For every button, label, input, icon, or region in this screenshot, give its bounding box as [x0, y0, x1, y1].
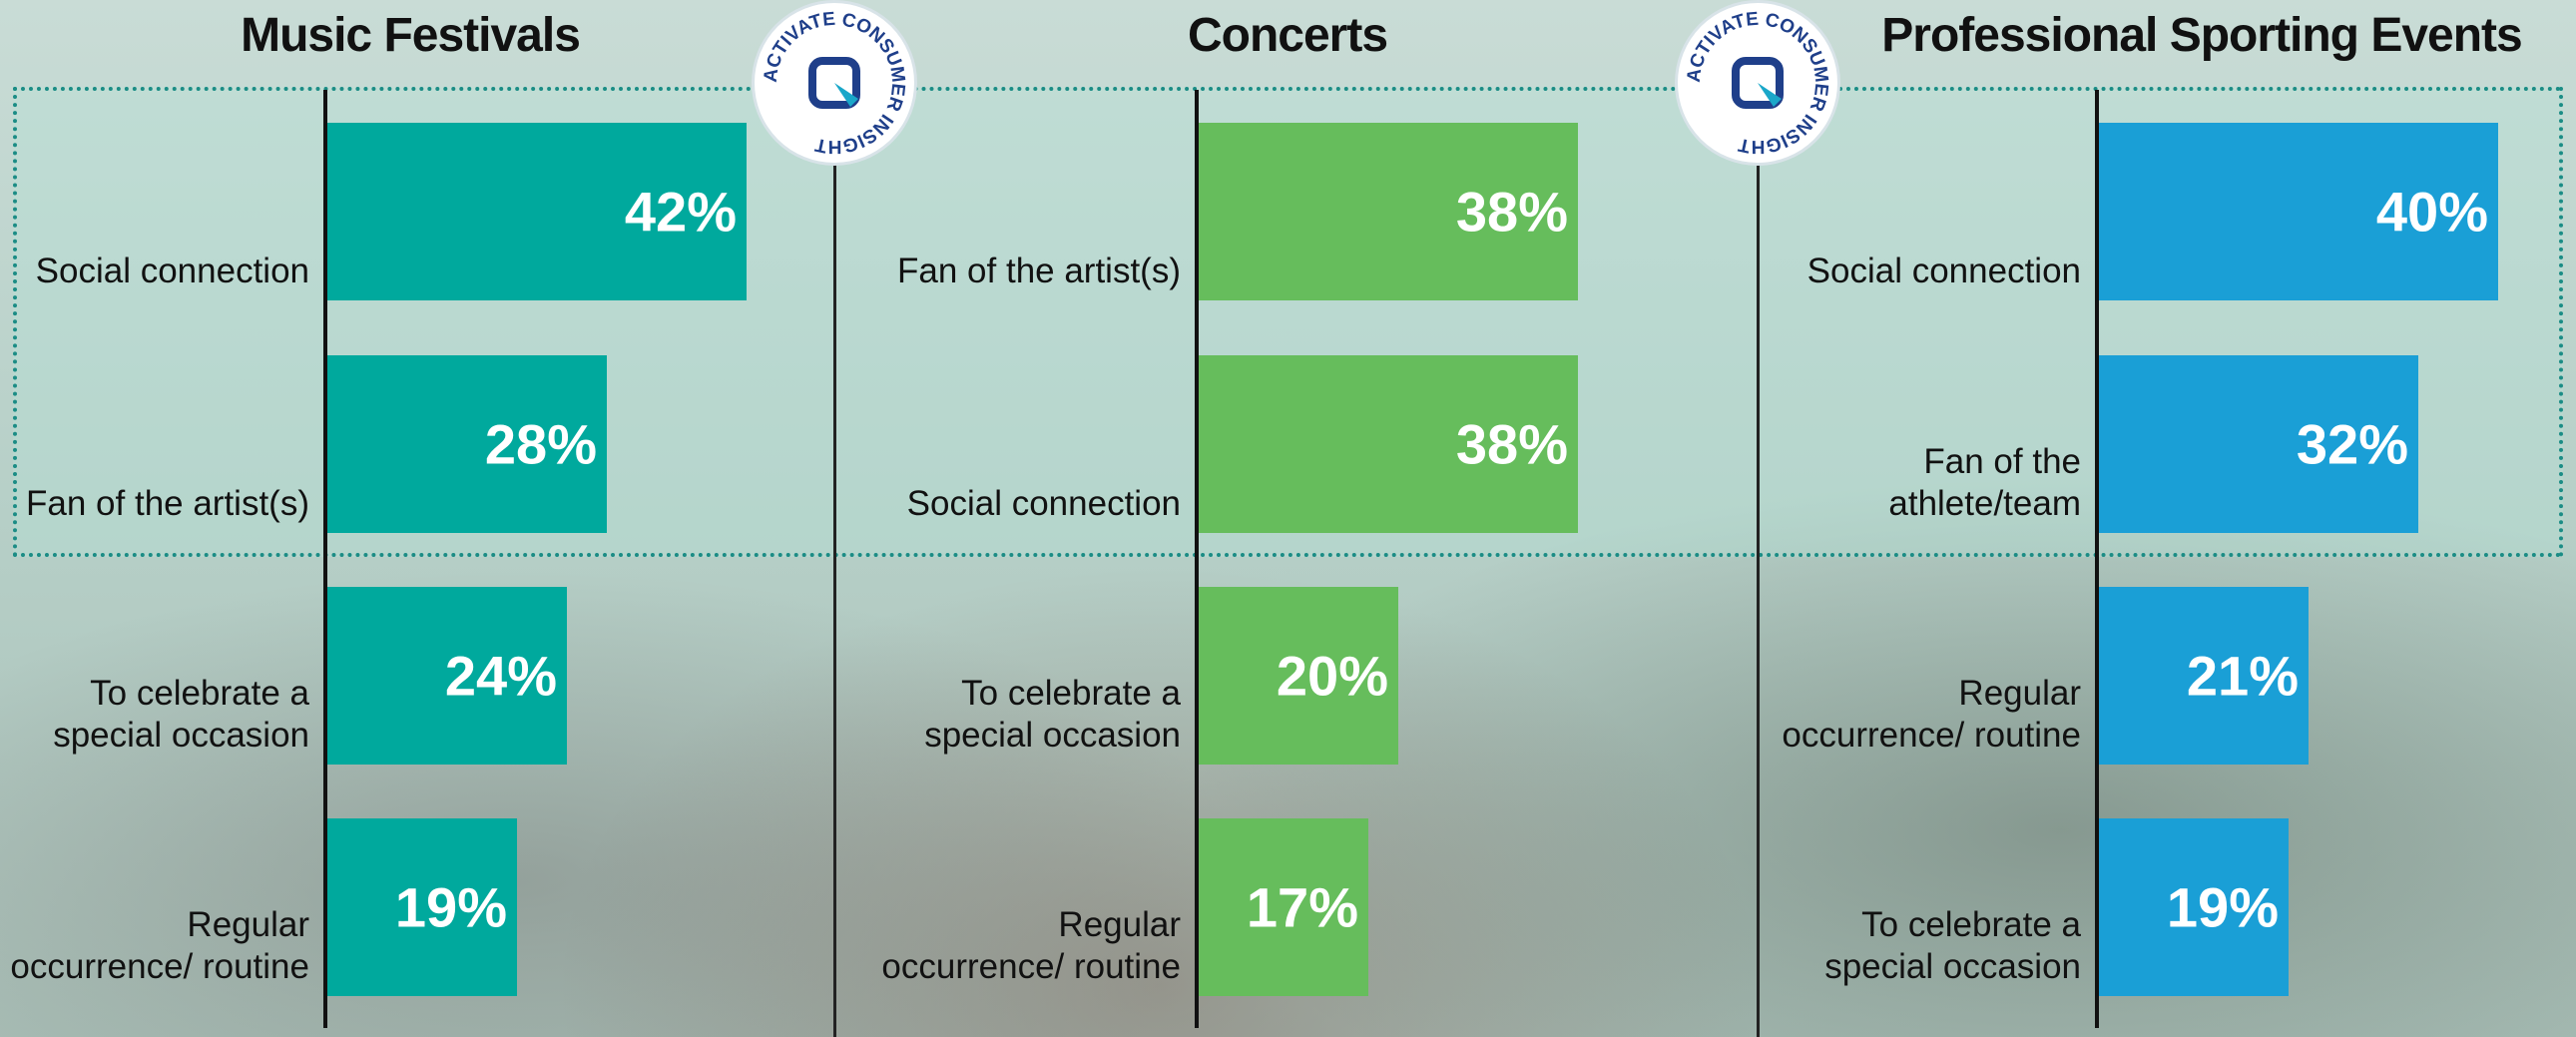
- category: Regular occurrence/ routine: [871, 759, 1181, 988]
- panel-title: Professional Sporting Events: [1881, 9, 2522, 62]
- category: To celebrate a special occasion: [871, 527, 1181, 757]
- category-label: Regular occurrence/ routine: [881, 905, 1181, 986]
- value-label: 38%: [1455, 180, 1568, 244]
- category: To celebrate a special occasion: [0, 527, 309, 757]
- category: Social connection: [1772, 63, 2081, 292]
- value-label: 24%: [444, 644, 557, 708]
- category-label: To celebrate a special occasion: [53, 674, 309, 755]
- bar: 40%: [2099, 123, 2498, 300]
- category-label: Regular occurrence/ routine: [10, 905, 309, 986]
- category: Fan of the athlete/team: [1772, 295, 2081, 525]
- panel-separator: [1757, 160, 1760, 1037]
- logo-graphic: ACTIVATE CONSUMER INSIGHT: [761, 9, 909, 157]
- bar: 28%: [327, 355, 607, 533]
- category: Regular occurrence/ routine: [1772, 527, 2081, 757]
- category-axis: [1195, 90, 1199, 1028]
- bar: 38%: [1199, 123, 1578, 300]
- bar: 24%: [327, 587, 567, 765]
- value-label: 19%: [394, 875, 507, 939]
- category-label: Social connection: [35, 252, 309, 290]
- value-label: 38%: [1455, 412, 1568, 476]
- value-label: 42%: [624, 180, 737, 244]
- category-label: Fan of the artist(s): [26, 484, 309, 523]
- bar: 42%: [327, 123, 747, 300]
- logo-graphic: ACTIVATE CONSUMER INSIGHT: [1684, 9, 1832, 157]
- category-label: Fan of the athlete/team: [1888, 442, 2081, 523]
- category: Fan of the artist(s): [871, 63, 1181, 292]
- category-label: To celebrate a special occasion: [1824, 905, 2081, 986]
- value-label: 20%: [1276, 644, 1388, 708]
- category-label: Fan of the artist(s): [897, 252, 1181, 290]
- logo-arrow: [834, 83, 858, 107]
- logo-mark: [1732, 57, 1784, 109]
- logo-arrow: [1758, 83, 1782, 107]
- category-label: Social connection: [906, 484, 1181, 523]
- logo: ACTIVATE CONSUMER INSIGHT: [752, 0, 917, 166]
- value-label: 21%: [2186, 644, 2299, 708]
- bar: 19%: [327, 818, 517, 996]
- value-label: 32%: [2296, 412, 2408, 476]
- value-label: 17%: [1246, 875, 1358, 939]
- category: Social connection: [871, 295, 1181, 525]
- panel-title: Music Festivals: [241, 9, 581, 62]
- category: Fan of the artist(s): [0, 295, 309, 525]
- category-label: Regular occurrence/ routine: [1782, 674, 2081, 755]
- category: To celebrate a special occasion: [1772, 759, 2081, 988]
- category-axis: [323, 90, 327, 1028]
- bar: 19%: [2099, 818, 2289, 996]
- bar: 32%: [2099, 355, 2418, 533]
- panel-title: Concerts: [1187, 9, 1388, 62]
- bar: 21%: [2099, 587, 2309, 765]
- bar: 38%: [1199, 355, 1578, 533]
- logo: ACTIVATE CONSUMER INSIGHT: [1675, 0, 1840, 166]
- bar: 17%: [1199, 818, 1368, 996]
- value-label: 40%: [2375, 180, 2488, 244]
- category: Social connection: [0, 63, 309, 292]
- category: Regular occurrence/ routine: [0, 759, 309, 988]
- value-label: 19%: [2166, 875, 2279, 939]
- category-label: To celebrate a special occasion: [924, 674, 1181, 755]
- panel-separator: [833, 160, 836, 1037]
- category-axis: [2095, 90, 2099, 1028]
- bar: 20%: [1199, 587, 1398, 765]
- value-label: 28%: [484, 412, 597, 476]
- category-label: Social connection: [1806, 252, 2081, 290]
- logo-mark: [808, 57, 860, 109]
